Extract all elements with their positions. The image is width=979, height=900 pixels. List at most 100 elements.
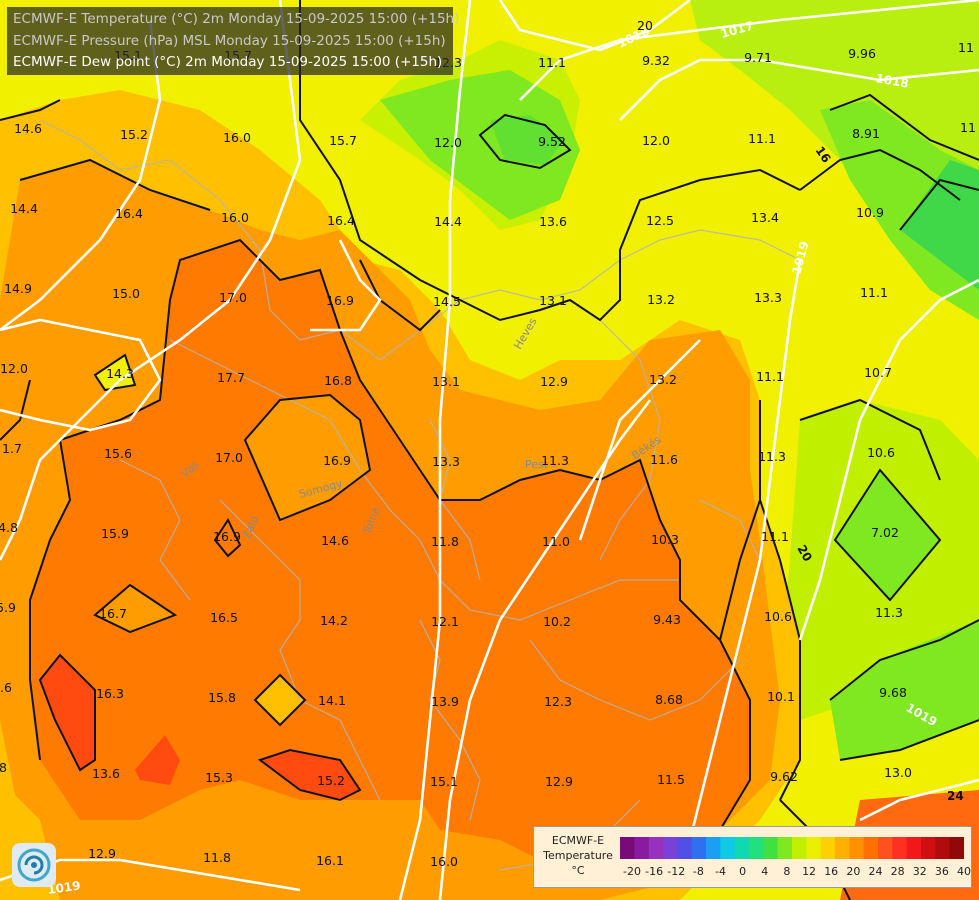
dewpoint-value: 16.4	[327, 213, 355, 228]
dewpoint-value: 9.43	[653, 612, 681, 627]
dewpoint-value: 13.3	[432, 454, 460, 469]
legend-title-variable: Temperature	[543, 849, 613, 862]
dewpoint-value: 9.96	[848, 46, 876, 61]
dewpoint-value: 11.1	[538, 55, 566, 70]
dewpoint-value: 9.62	[770, 769, 798, 784]
legend-tick-label: 32	[912, 865, 927, 878]
legend-color-swatch	[677, 837, 693, 859]
dewpoint-value: 12.3	[544, 694, 572, 709]
dewpoint-value: 9.52	[538, 134, 566, 149]
dewpoint-value: 13.2	[647, 292, 675, 307]
header-pressure-line: ECMWF-E Pressure (hPa) MSL Monday 15-09-…	[13, 33, 446, 49]
dewpoint-value: 16.9	[213, 529, 241, 544]
dewpoint-value: 15.2	[317, 773, 345, 788]
dewpoint-value: 12.9	[545, 774, 573, 789]
dewpoint-value: 11.3	[541, 453, 569, 468]
dewpoint-value: 15.3	[205, 770, 233, 785]
legend-title: ECMWF-E Temperature °C	[538, 833, 618, 878]
legend-tick-label: 24	[868, 865, 883, 878]
legend-title-unit: °C	[571, 864, 585, 877]
legend-tick-label: -16	[645, 865, 664, 878]
legend-color-swatch	[878, 837, 893, 859]
legend-color-swatch	[620, 837, 635, 859]
legend-color-swatch	[720, 837, 736, 859]
green-field-dark	[380, 70, 580, 220]
legend-tick-label: 16	[824, 865, 839, 878]
dewpoint-value: 13.3	[754, 290, 782, 305]
red-spot-south	[260, 750, 360, 800]
map-header: ECMWF-E Temperature (°C) 2m Monday 15-09…	[7, 7, 459, 75]
legend-tick-label: -20	[623, 865, 641, 878]
legend-color-swatch	[648, 837, 664, 859]
dewpoint-value: 15.0	[112, 286, 140, 301]
dewpoint-value: 13.1	[539, 293, 567, 308]
legend-tick-label: 28	[890, 865, 905, 878]
legend-color-swatch	[863, 837, 879, 859]
dewpoint-value: 10.9	[856, 205, 884, 220]
legend-color-swatch	[691, 837, 707, 859]
region-borders	[39, 119, 801, 871]
temperature-legend: ECMWF-E Temperature °C -20 -16 -12 -8 -4 0 4 8 1…	[533, 826, 972, 888]
legend-tick-label: -8	[692, 865, 704, 878]
legend-color-swatch	[835, 837, 850, 859]
dewpoint-value: 15.2	[120, 127, 148, 142]
dewpoint-value: 14.3	[106, 366, 134, 381]
legend-tick-label: 40	[957, 865, 971, 878]
legend-color-swatch	[706, 837, 721, 859]
dewpoint-value: 17.0	[219, 290, 247, 305]
dewpoint-value: 15.1	[430, 774, 458, 789]
dewpoint-value: 11.1	[761, 529, 789, 544]
green-field-se-lower	[830, 620, 979, 760]
dewpoint-value: 8	[0, 760, 7, 775]
dewpoint-value: 14.1	[318, 693, 346, 708]
dewpoint-value: 13.0	[884, 765, 912, 780]
dewpoint-value: 14.5	[433, 294, 461, 309]
dewpoint-value: 17.7	[217, 370, 245, 385]
legend-color-swatch	[777, 837, 793, 859]
dewpoint-value: 16.5	[210, 610, 238, 625]
legend-tick-label: 12	[802, 865, 817, 878]
header-temperature-line: ECMWF-E Temperature (°C) 2m Monday 15-09…	[13, 11, 460, 27]
dewpoint-value: 15.8	[208, 690, 236, 705]
legend-color-swatch	[949, 837, 964, 859]
legend-color-swatch	[792, 837, 807, 859]
dewpoint-value: 14.9	[4, 281, 32, 296]
dewpoint-value: 11.1	[748, 131, 776, 146]
dewpoint-value: 10.7	[864, 365, 892, 380]
dewpoint-value: 11.1	[860, 285, 888, 300]
legend-tick-label: 4	[761, 865, 769, 878]
dewpoint-value: 11.3	[875, 605, 903, 620]
dewpoint-value: 16.0	[221, 210, 249, 225]
orange-field-pocket2	[95, 585, 175, 632]
dewpoint-value: 16.7	[99, 606, 127, 621]
dewpoint-value: 13.9	[431, 694, 459, 709]
dewpoint-value: 8.68	[655, 692, 683, 707]
dewpoint-value: 14.4	[434, 214, 462, 229]
dewpoint-value: 9.71	[744, 50, 772, 65]
dewpoint-value: 14.6	[14, 121, 42, 136]
legend-color-swatch	[749, 837, 764, 859]
green-field-east-core	[900, 160, 979, 290]
red-spot-sw	[135, 735, 180, 785]
dewpoint-value: 11	[960, 120, 976, 135]
dewpoint-value: 16.4	[115, 206, 143, 221]
dewpoint-value: 1.7	[2, 441, 22, 456]
legend-color-swatch	[892, 837, 908, 859]
dewpoint-value: 11.3	[758, 449, 786, 464]
legend-tick-label: 0	[739, 865, 747, 878]
legend-color-swatch	[820, 837, 836, 859]
dewpoint-value: 11.1	[756, 369, 784, 384]
isobar-label-1018: 1018	[874, 71, 909, 91]
dewpoint-value: 13.4	[751, 210, 779, 225]
dewpoint-value: 7.02	[871, 525, 899, 540]
dewpoint-value: 13.6	[539, 214, 567, 229]
dewpoint-value: 9.68	[879, 685, 907, 700]
dewpoint-value: 13.2	[649, 372, 677, 387]
dewpoint-value: 5.9	[0, 600, 16, 615]
isotherm-label-24: 24	[947, 789, 964, 803]
dewpoint-value: 14.4	[10, 201, 38, 216]
dewpoint-value: .6	[0, 680, 12, 695]
dewpoint-value: 13.6	[92, 766, 120, 781]
dewpoint-value: 9.32	[642, 53, 670, 68]
